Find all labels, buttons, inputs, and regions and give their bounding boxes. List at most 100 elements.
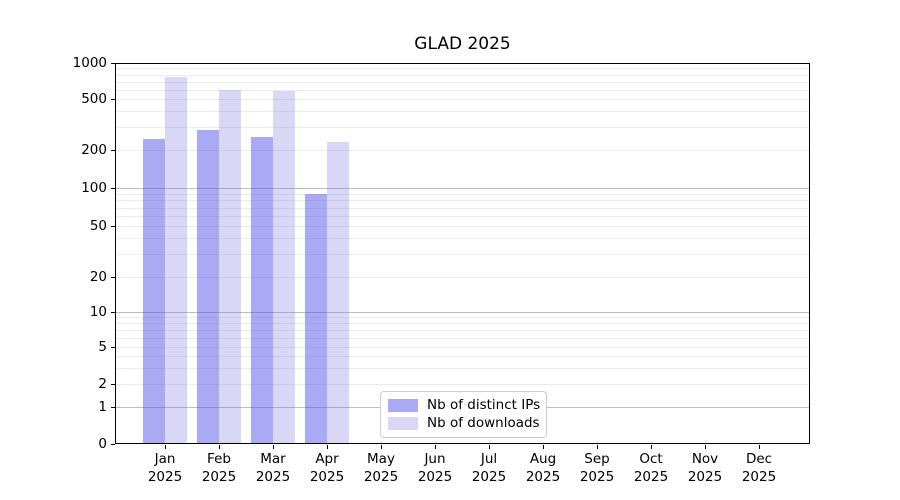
x-tick-mark <box>651 445 652 449</box>
x-tick-mark <box>327 445 328 449</box>
y-gridline-minor <box>116 254 809 255</box>
x-tick-label: Jan 2025 <box>133 450 197 486</box>
y-tick-mark <box>111 150 115 151</box>
legend-swatch-downloads <box>388 416 418 430</box>
x-tick-mark <box>489 445 490 449</box>
y-tick-mark <box>111 384 115 385</box>
y-gridline-minor <box>116 317 809 318</box>
x-tick-mark <box>219 445 220 449</box>
x-tick-month: Dec <box>745 451 773 467</box>
x-tick-month: Mar <box>260 451 286 467</box>
x-tick-year: 2025 <box>741 469 777 485</box>
legend-item-downloads: Nb of downloads <box>388 414 540 432</box>
x-tick-year: 2025 <box>147 469 183 485</box>
x-tick-month: Nov <box>691 451 719 467</box>
y-tick-label: 200 <box>81 142 107 158</box>
x-tick-month: Feb <box>207 451 231 467</box>
y-tick-label: 500 <box>81 91 107 107</box>
y-tick-mark <box>111 63 115 64</box>
y-tick-mark <box>111 312 115 313</box>
y-gridline-minor <box>116 90 809 91</box>
x-tick-mark <box>759 445 760 449</box>
y-tick-label: 5 <box>98 339 107 355</box>
y-gridline-minor <box>116 384 809 385</box>
x-tick-label: Feb 2025 <box>187 450 251 486</box>
x-tick-month: Oct <box>639 451 663 467</box>
bar-distinct-ips-jan <box>143 138 165 443</box>
bar-downloads-mar <box>273 91 295 443</box>
bar-downloads-apr <box>327 142 349 443</box>
y-gridline-minor <box>116 150 809 151</box>
bar-distinct-ips-apr <box>305 193 327 443</box>
y-gridline-minor <box>116 127 809 128</box>
x-tick-year: 2025 <box>633 469 669 485</box>
legend-label-distinct-ips: Nb of distinct IPs <box>427 397 541 414</box>
x-tick-label: May 2025 <box>349 450 413 486</box>
x-tick-year: 2025 <box>417 469 453 485</box>
x-tick-year: 2025 <box>579 469 615 485</box>
y-gridline-minor <box>116 356 809 357</box>
y-gridline-minor <box>116 111 809 112</box>
y-tick-mark <box>111 347 115 348</box>
x-tick-label: Mar 2025 <box>241 450 305 486</box>
y-tick-label: 100 <box>81 180 107 196</box>
y-gridline-minor <box>116 323 809 324</box>
y-gridline-minor <box>116 194 809 195</box>
y-gridline-minor <box>116 200 809 201</box>
y-gridline-minor <box>116 330 809 331</box>
bar-distinct-ips-feb <box>197 130 219 443</box>
x-tick-year: 2025 <box>525 469 561 485</box>
x-tick-mark <box>597 445 598 449</box>
y-gridline-minor <box>116 277 809 278</box>
y-tick-mark <box>111 277 115 278</box>
y-gridline-minor <box>116 216 809 217</box>
y-gridline-minor <box>116 368 809 369</box>
x-tick-month: Sep <box>584 451 610 467</box>
x-tick-label: Apr 2025 <box>295 450 359 486</box>
y-tick-label: 1000 <box>72 55 107 71</box>
x-tick-mark <box>705 445 706 449</box>
x-tick-year: 2025 <box>363 469 399 485</box>
x-tick-label: Oct 2025 <box>619 450 683 486</box>
x-tick-label: Aug 2025 <box>511 450 575 486</box>
x-tick-month: Aug <box>529 451 557 467</box>
x-tick-mark <box>381 445 382 449</box>
x-tick-label: Nov 2025 <box>673 450 737 486</box>
y-tick-mark <box>111 188 115 189</box>
x-tick-label: Jul 2025 <box>457 450 521 486</box>
x-tick-year: 2025 <box>201 469 237 485</box>
y-gridline-minor <box>116 68 809 69</box>
y-tick-label: 0 <box>98 436 107 452</box>
y-gridline-minor <box>116 338 809 339</box>
y-tick-mark <box>111 444 115 445</box>
y-tick-mark <box>111 407 115 408</box>
y-gridline-minor <box>116 208 809 209</box>
x-tick-mark <box>543 445 544 449</box>
bar-downloads-jan <box>165 77 187 443</box>
x-tick-month: May <box>367 451 395 467</box>
y-tick-label: 2 <box>98 376 107 392</box>
x-tick-label: Dec 2025 <box>727 450 791 486</box>
chart-title: GLAD 2025 <box>414 34 511 54</box>
x-tick-year: 2025 <box>687 469 723 485</box>
y-tick-mark <box>111 99 115 100</box>
bar-downloads-feb <box>219 89 241 443</box>
legend-swatch-distinct-ips <box>388 399 418 413</box>
x-tick-year: 2025 <box>471 469 507 485</box>
y-gridline-minor <box>116 82 809 83</box>
legend-label-downloads: Nb of downloads <box>427 414 540 431</box>
y-gridline-minor <box>116 347 809 348</box>
x-tick-mark <box>165 445 166 449</box>
x-tick-month: Apr <box>315 451 339 467</box>
y-gridline-minor <box>116 226 809 227</box>
y-tick-label: 10 <box>89 304 107 320</box>
bar-distinct-ips-mar <box>251 136 273 443</box>
y-tick-mark <box>111 226 115 227</box>
x-tick-label: Jun 2025 <box>403 450 467 486</box>
y-gridline-minor <box>116 75 809 76</box>
x-tick-mark <box>273 445 274 449</box>
y-tick-label: 1 <box>98 399 107 415</box>
y-gridline-minor <box>116 99 809 100</box>
x-tick-month: Jan <box>154 451 176 467</box>
